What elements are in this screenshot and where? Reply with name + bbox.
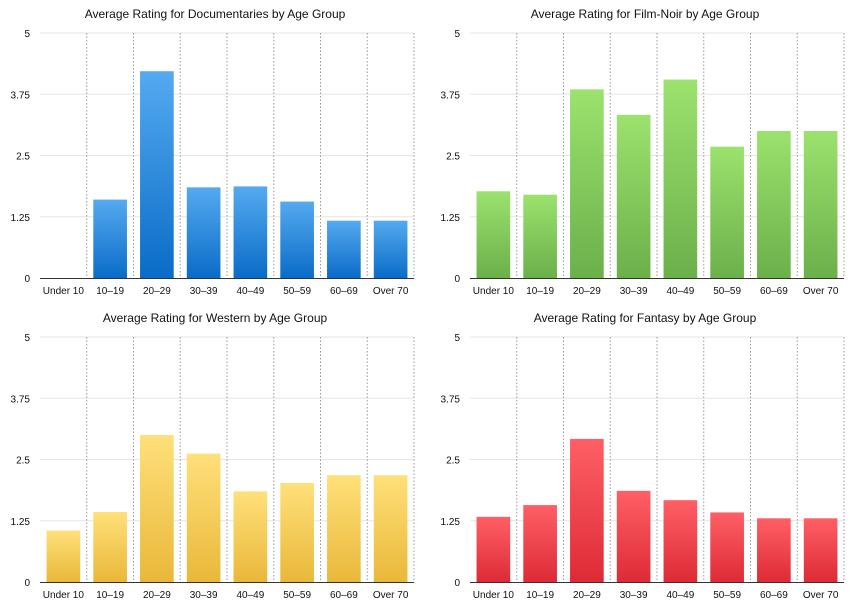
chart-western: Average Rating for Western by Age Group 0…	[11, 311, 415, 601]
bar	[327, 475, 361, 582]
x-tick-label: 50–59	[713, 286, 741, 297]
y-tick-label: 5	[24, 29, 30, 40]
chart-documentaries: Average Rating for Documentaries by Age …	[11, 7, 415, 297]
bar	[710, 512, 744, 582]
bar	[663, 79, 698, 278]
x-tick-label: 40–49	[666, 590, 694, 601]
bar	[570, 89, 604, 278]
chart-film-noir: Average Rating for Film-Noir by Age Grou…	[441, 7, 845, 297]
y-tick-label: 2.5	[446, 152, 460, 163]
bar	[616, 114, 651, 278]
x-tick-label: Under 10	[43, 590, 85, 601]
chart-panel-fantasy: Average Rating for Fantasy by Age Group 0…	[430, 304, 860, 607]
x-tick-label: 50–59	[713, 590, 741, 601]
bar	[186, 453, 221, 582]
bar	[570, 438, 604, 582]
chart-title: Average Rating for Documentaries by Age …	[85, 7, 346, 21]
y-tick-label: 3.75	[11, 394, 31, 405]
bar	[803, 131, 838, 278]
x-tick-label: 30–39	[620, 590, 648, 601]
x-tick-label: Under 10	[473, 590, 515, 601]
x-tick-label: 50–59	[283, 590, 311, 601]
y-tick-label: 3.75	[441, 90, 461, 101]
y-tick-label: 0	[24, 578, 30, 589]
chart-title: Average Rating for Western by Age Group	[103, 311, 328, 325]
x-tick-label: 10–19	[526, 590, 554, 601]
x-tick-label: 10–19	[526, 286, 554, 297]
chart-panel-film-noir: Average Rating for Film-Noir by Age Grou…	[430, 0, 860, 303]
bar	[476, 516, 511, 582]
y-tick-label: 2.5	[16, 152, 30, 163]
x-tick-label: Under 10	[473, 286, 515, 297]
y-tick-label: 0	[454, 274, 460, 285]
y-tick-label: 0	[24, 274, 30, 285]
x-tick-label: 40–49	[236, 590, 264, 601]
bar	[140, 435, 174, 582]
bar	[186, 187, 221, 278]
x-tick-label: Under 10	[43, 286, 85, 297]
bar	[523, 505, 557, 582]
y-tick-label: 1.25	[11, 213, 31, 224]
chart-fantasy: Average Rating for Fantasy by Age Group 0…	[441, 311, 845, 601]
y-tick-label: 5	[454, 333, 460, 344]
x-tick-label: 30–39	[620, 286, 648, 297]
x-tick-label: 20–29	[573, 590, 601, 601]
y-tick-label: 1.25	[441, 517, 461, 528]
bar	[373, 475, 408, 582]
x-tick-label: 30–39	[190, 590, 218, 601]
bar	[757, 518, 791, 582]
x-tick-label: 60–69	[760, 590, 788, 601]
bar	[233, 186, 268, 278]
x-tick-label: 60–69	[330, 286, 358, 297]
y-tick-label: 5	[454, 29, 460, 40]
bar	[523, 194, 557, 278]
x-tick-label: Over 70	[373, 286, 409, 297]
y-tick-label: 2.5	[446, 456, 460, 467]
x-tick-label: 10–19	[96, 286, 124, 297]
x-tick-label: 60–69	[760, 286, 788, 297]
bar	[233, 491, 268, 582]
bar	[663, 500, 698, 582]
x-tick-label: Over 70	[803, 590, 839, 601]
x-tick-label: 40–49	[666, 286, 694, 297]
x-tick-label: Over 70	[803, 286, 839, 297]
bar	[803, 518, 838, 582]
x-tick-label: 10–19	[96, 590, 124, 601]
y-tick-label: 2.5	[16, 456, 30, 467]
y-tick-label: 1.25	[11, 517, 31, 528]
bar	[93, 199, 127, 278]
y-tick-label: 5	[24, 333, 30, 344]
bar	[280, 201, 314, 278]
y-tick-label: 3.75	[441, 394, 461, 405]
bar	[373, 220, 408, 278]
bar	[327, 220, 361, 278]
x-tick-label: 20–29	[143, 286, 171, 297]
x-tick-label: 40–49	[236, 286, 264, 297]
x-tick-label: Over 70	[373, 590, 409, 601]
bar	[616, 490, 651, 582]
bar	[140, 71, 174, 278]
bar	[476, 191, 511, 278]
y-tick-label: 1.25	[441, 213, 461, 224]
chart-panel-documentaries: Average Rating for Documentaries by Age …	[0, 0, 430, 303]
x-tick-label: 30–39	[190, 286, 218, 297]
x-tick-label: 60–69	[330, 590, 358, 601]
chart-title: Average Rating for Film-Noir by Age Grou…	[531, 7, 760, 21]
chart-title: Average Rating for Fantasy by Age Group	[534, 311, 757, 325]
bar	[757, 131, 791, 278]
x-tick-label: 20–29	[573, 286, 601, 297]
chart-panel-western: Average Rating for Western by Age Group 0…	[0, 304, 430, 607]
x-tick-label: 20–29	[143, 590, 171, 601]
y-tick-label: 3.75	[11, 90, 31, 101]
bar	[280, 483, 314, 582]
bar	[93, 511, 127, 582]
bar	[710, 146, 744, 278]
x-tick-label: 50–59	[283, 286, 311, 297]
bar	[46, 530, 81, 582]
y-tick-label: 0	[454, 578, 460, 589]
